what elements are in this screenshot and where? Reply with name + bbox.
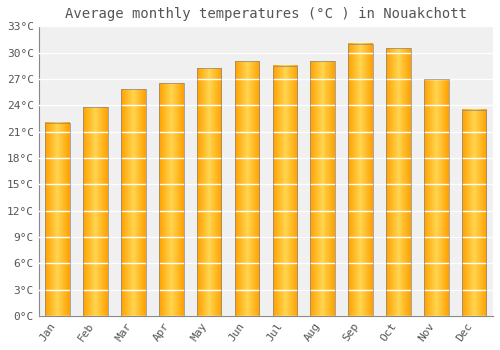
Bar (348, 44, 373, 316)
Bar (121, 90, 146, 316)
Bar (272, 66, 297, 316)
Bar (462, 110, 486, 316)
Bar (424, 79, 448, 316)
Bar (46, 123, 70, 316)
Bar (159, 83, 184, 316)
Bar (234, 61, 260, 316)
Bar (386, 48, 410, 316)
Bar (197, 68, 222, 316)
Title: Average monthly temperatures (°C ) in Nouakchott: Average monthly temperatures (°C ) in No… (65, 7, 467, 21)
Bar (84, 107, 108, 316)
Bar (310, 61, 335, 316)
